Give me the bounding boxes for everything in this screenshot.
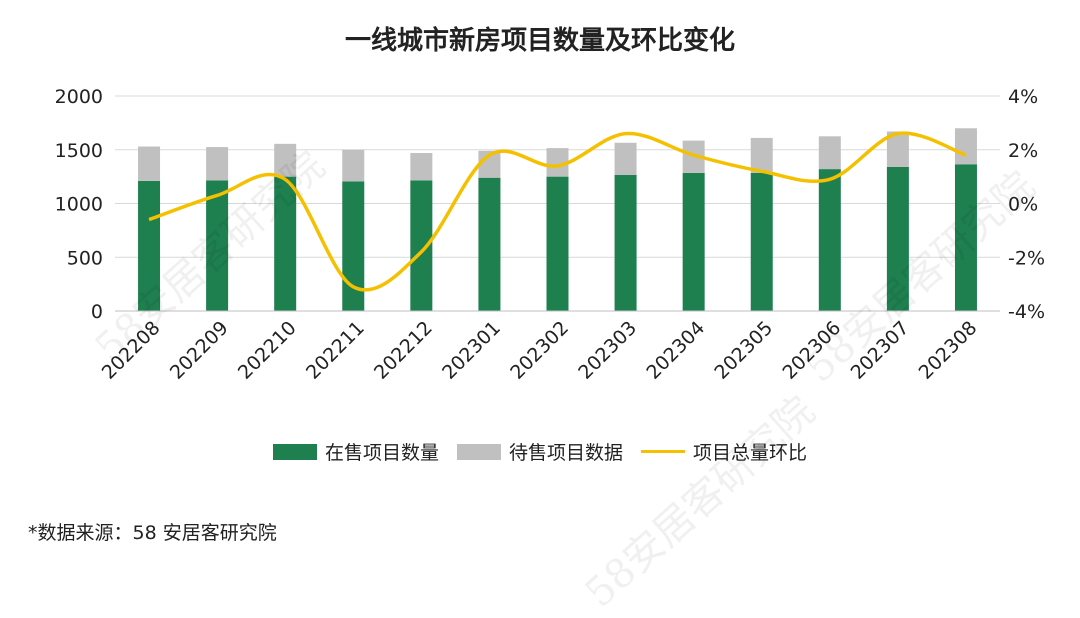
x-tick-label: 202208 [98,317,165,384]
legend-item-mom: 项目总量环比 [641,438,807,465]
legend-label-on-sale: 在售项目数量 [324,442,439,464]
y-right-tick-label: 4% [1008,86,1038,108]
y-left-tick-label: 1500 [55,140,103,162]
chart-plot: 0 500 1000 1500 2000 -4% -2% 0% 2% 4% 202208 202209… [55,86,1045,384]
x-tick-label: 202210 [234,317,301,384]
bar-on-sale [614,175,637,311]
bar-pending [274,143,297,177]
bar-on-sale [342,181,365,311]
y-left-tick-label: 0 [91,301,103,323]
y-right-tick-label: -4% [1008,301,1045,323]
bar-on-sale [410,180,433,311]
y-left-tick-label: 1000 [55,194,103,216]
legend-item-on-sale: 在售项目数量 [272,438,439,465]
x-tick-label: 202308 [915,317,982,384]
bar-pending [410,152,433,181]
bar-pending [818,136,841,170]
line-mom [148,131,967,292]
bar-on-sale [954,164,977,311]
x-tick-label: 202209 [166,317,233,384]
x-tick-label: 202211 [302,317,369,384]
bar-on-sale [138,180,161,311]
y-left-tick-label: 500 [67,247,103,269]
x-tick-label: 202305 [710,317,777,384]
legend-swatch-on-sale [272,443,317,460]
x-tick-label: 202307 [847,317,914,384]
x-tick-label: 202304 [642,317,709,384]
y-right-tick-label: -2% [1008,247,1045,269]
bar-pending [206,147,229,181]
x-tick-label: 202212 [370,317,437,384]
x-tick-label: 202303 [574,317,641,384]
bar-on-sale [478,177,501,311]
y-right-tick-label: 2% [1008,140,1038,162]
bar-pending [954,128,977,165]
chart-legend: 在售项目数量 待售项目数据 项目总量环比 [0,438,1080,465]
x-tick-label: 202302 [506,317,573,384]
bar-pending [546,148,569,177]
y-left-tick-label: 2000 [55,86,103,108]
bar-pending [342,149,365,182]
bar-on-sale [818,169,841,311]
legend-swatch-mom [641,450,685,453]
legend-label-mom: 项目总量环比 [693,442,808,464]
bar-pending [614,142,637,176]
legend-swatch-pending [456,443,501,460]
source-note: *数据来源：58 安居客研究院 [28,522,277,544]
bar-on-sale [206,180,229,311]
y-right-tick-label: 0% [1008,194,1038,216]
bar-pending [750,137,773,173]
bar-pending [886,131,909,167]
bar-on-sale [682,172,705,311]
bar-on-sale [750,172,773,311]
chart-title: 一线城市新房项目数量及环比变化 [344,26,735,56]
legend-item-pending: 待售项目数据 [456,438,623,465]
x-tick-label: 202306 [778,317,845,384]
legend-label-pending: 待售项目数据 [508,442,623,464]
bar-on-sale [886,166,909,311]
bar-pending [138,146,161,181]
bar-on-sale [546,176,569,311]
x-tick-label: 202301 [438,317,505,384]
bar-on-sale [274,176,297,311]
